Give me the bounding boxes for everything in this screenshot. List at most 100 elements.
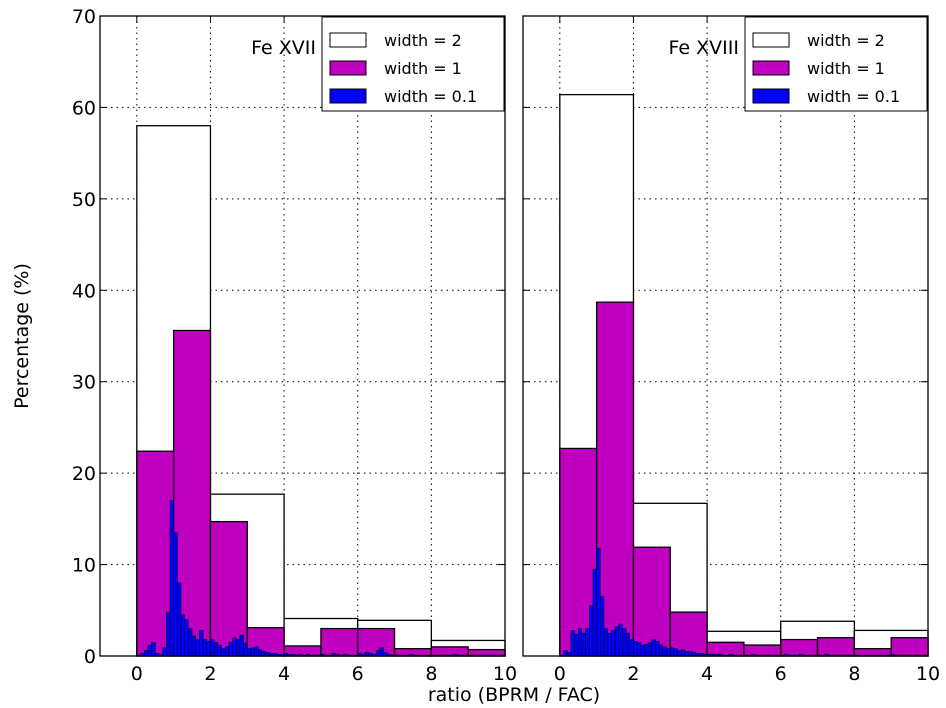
bar: [261, 651, 266, 657]
y-axis-label: Percentage (%): [11, 263, 33, 409]
bar: [743, 644, 782, 657]
bar: [662, 646, 667, 657]
legend-label: width = 2: [807, 31, 885, 50]
y-tick-label: 20: [72, 463, 96, 485]
bar: [681, 649, 686, 657]
bar: [581, 632, 586, 657]
bar: [684, 651, 689, 657]
bar: [202, 639, 208, 657]
legend-label: width = 2: [384, 31, 462, 50]
bar: [177, 582, 182, 657]
bar: [666, 648, 671, 657]
panel-fe-xvii: 0 2 4 6 8 10 0 10 20 30 40 50 60 70 width = 2 width = 1…: [72, 6, 517, 685]
x-tick-label: 0: [131, 663, 143, 685]
bar: [224, 646, 230, 657]
bar: [147, 644, 152, 657]
bar: [622, 628, 627, 657]
x-tick-label: 6: [775, 663, 787, 685]
bar: [143, 650, 149, 657]
bar: [258, 649, 263, 657]
panel-title: Fe XVII: [251, 37, 316, 59]
legend-label: width = 0.1: [807, 87, 900, 106]
y-tick-label: 10: [72, 555, 96, 577]
y-tick-label: 50: [72, 189, 96, 211]
bar: [618, 623, 623, 657]
bar: [633, 641, 638, 657]
x-tick-label: 0: [554, 663, 566, 685]
bar: [592, 568, 597, 657]
legend-swatch: [752, 88, 790, 104]
bar: [210, 639, 215, 657]
y-tick-label: 70: [72, 6, 96, 28]
legend-swatch: [752, 32, 790, 48]
bar: [614, 626, 619, 657]
series-width-1: [136, 329, 506, 657]
bar: [688, 651, 693, 657]
bar: [585, 628, 590, 657]
x-axis-label: ratio (BPRM / FAC): [428, 684, 600, 706]
panel-title: Fe XVIII: [669, 37, 739, 59]
x-tick-label: 10: [493, 663, 517, 685]
x-tick-label: 10: [916, 663, 940, 685]
bar: [603, 628, 608, 657]
legend: width = 2 width = 1 width = 0.1: [744, 16, 928, 112]
y-tick-label: 60: [72, 97, 96, 119]
bar: [228, 642, 233, 657]
panel-fe-xviii: 0 2 4 6 8 10 width = 2 width = 1 width = 0.1 Fe X…: [522, 15, 940, 685]
x-tick-label: 2: [204, 663, 216, 685]
legend-label: width = 0.1: [384, 87, 477, 106]
bar: [577, 628, 583, 657]
bar: [180, 614, 185, 657]
bar: [191, 635, 196, 657]
bar: [162, 647, 167, 657]
bar: [673, 648, 678, 657]
x-tick-label: 4: [278, 663, 290, 685]
bar: [250, 647, 255, 657]
bar: [816, 637, 856, 657]
bar: [589, 605, 594, 657]
bar: [206, 641, 211, 657]
bar: [658, 644, 664, 657]
bar: [563, 650, 568, 657]
bar: [254, 646, 259, 657]
bar: [570, 630, 575, 657]
bar: [184, 619, 189, 657]
bar: [213, 642, 219, 657]
bar: [320, 627, 359, 657]
x-tick-label: 8: [425, 663, 437, 685]
bar: [596, 547, 601, 657]
bar: [677, 650, 682, 657]
bar: [651, 639, 656, 657]
bar: [235, 639, 241, 657]
bar: [890, 637, 929, 657]
bar: [239, 634, 244, 657]
x-tick-label: 6: [352, 663, 364, 685]
bar: [647, 642, 653, 657]
bar: [629, 639, 634, 657]
bar: [636, 642, 642, 657]
bar: [375, 650, 381, 657]
bar: [780, 638, 819, 657]
plot-frame: [522, 15, 929, 657]
bar: [221, 648, 226, 657]
bar: [188, 628, 193, 657]
bar: [574, 633, 579, 657]
bar: [209, 520, 248, 657]
bar: [655, 641, 660, 657]
x-tick-label: 8: [848, 663, 860, 685]
y-tick-label: 40: [72, 280, 96, 302]
legend-label: width = 1: [384, 59, 462, 78]
bar: [611, 630, 616, 657]
bar: [151, 642, 156, 657]
bar: [173, 532, 178, 657]
legend-swatch: [752, 60, 790, 76]
legend-swatch: [329, 32, 367, 48]
bar: [640, 644, 645, 657]
plot-frame: [99, 15, 506, 657]
legend-label: width = 1: [807, 59, 885, 78]
bar: [217, 644, 222, 657]
bar: [607, 632, 612, 657]
legend: width = 2 width = 1 width = 0.1: [321, 16, 505, 112]
bar: [670, 647, 675, 657]
